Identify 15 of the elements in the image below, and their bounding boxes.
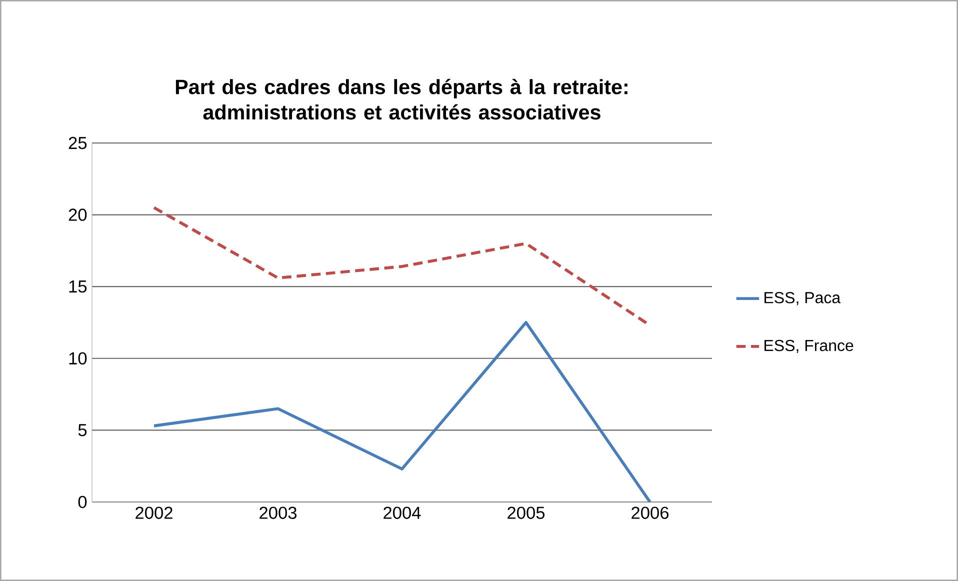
line-series — [152, 321, 652, 502]
y-tick-label: 0 — [78, 496, 87, 508]
chart-title: Part des cadres dans les départs à la retraite: administrations et activités associatives — [176, 78, 628, 120]
x-tick-label: 2005 — [508, 506, 545, 519]
x-tick-label: 2006 — [632, 506, 669, 519]
y-tick-label: 15 — [69, 280, 87, 293]
y-tick-label: 5 — [78, 424, 87, 436]
x-tick-label: 2003 — [260, 506, 297, 519]
y-tick-label: 25 — [68, 136, 87, 150]
legend-label: ESS, Paca — [764, 292, 841, 306]
legend-label: ESS, France — [764, 340, 854, 354]
x-tick-label: 2002 — [136, 506, 172, 519]
y-tick-label: 20 — [68, 208, 87, 221]
x-tick-label: 2004 — [384, 506, 421, 519]
y-tick-label: 10 — [69, 352, 87, 365]
